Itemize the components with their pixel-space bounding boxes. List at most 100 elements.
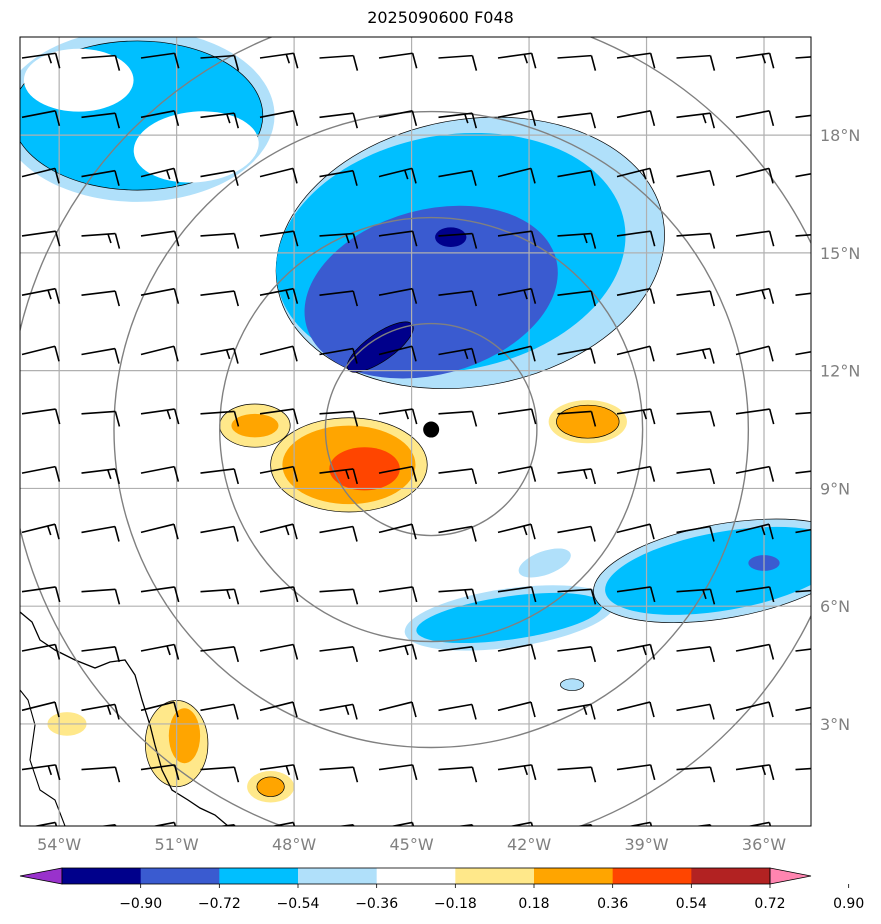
wind-barb-27 <box>795 114 811 119</box>
wind-barb-24 <box>616 110 656 127</box>
wind-barb-175 <box>438 766 478 783</box>
wind-barb-33 <box>319 169 358 186</box>
wind-barb-13 <box>795 56 811 59</box>
wind-barb-147 <box>438 646 478 663</box>
wind-barb-104 <box>378 465 418 482</box>
wind-barb-31 <box>200 169 239 186</box>
wind-barb-96 <box>735 408 775 425</box>
wind-barb-164 <box>616 701 655 718</box>
wind-barb-43 <box>81 232 121 249</box>
colorbar-segment <box>219 868 299 884</box>
wind-barb-56 <box>21 287 61 304</box>
wind-barb-0 <box>21 52 61 69</box>
wind-barb-120 <box>497 523 536 540</box>
wind-barb-39 <box>676 169 715 186</box>
wind-barb-36 <box>497 167 536 184</box>
colorbar-label: 0.18 <box>518 896 549 912</box>
wind-barb-109 <box>676 468 716 485</box>
wind-barb-125 <box>795 528 811 534</box>
colorbar-label: −0.90 <box>119 896 162 912</box>
lon-tick-label: 51°W <box>155 835 199 854</box>
wind-barb-156 <box>140 701 179 718</box>
colorbar-label: 0.72 <box>754 896 785 912</box>
wind-barb-119 <box>438 525 477 542</box>
anomaly-contour-8 <box>23 48 134 112</box>
anomaly-contour-19 <box>605 526 811 615</box>
wind-barb-83 <box>795 350 811 356</box>
wind-barb-51 <box>557 232 597 249</box>
wind-barb-111 <box>795 470 811 474</box>
wind-barb-136 <box>616 586 656 603</box>
axis-tick-labels: 54°W 51°W 48°W 45°W 42°W 39°W 36°W 3°N 6°N 9°N 12°… <box>37 126 860 854</box>
anomaly-contour-2 <box>304 205 558 379</box>
colorbar-label: −0.72 <box>198 896 241 912</box>
wind-barb-95 <box>676 410 716 427</box>
range-rings <box>20 37 811 826</box>
anomaly-contour-4 <box>435 227 467 248</box>
wind-barb-124 <box>735 523 774 540</box>
wind-barb-9 <box>557 54 597 71</box>
wind-barb-32 <box>259 167 298 184</box>
wind-barb-167 <box>795 706 811 712</box>
coastline-layer <box>20 611 229 826</box>
wind-barb-89 <box>319 410 359 427</box>
lat-tick-label: 12°N <box>820 362 860 381</box>
wind-barb-152 <box>735 643 775 660</box>
wind-barb-163 <box>557 703 596 720</box>
wind-barb-195 <box>796 825 834 840</box>
wind-barb-77 <box>438 347 477 364</box>
wind-barb-86 <box>140 408 180 425</box>
wind-barb-47 <box>319 232 359 249</box>
wind-barb-179 <box>676 766 716 783</box>
wind-barb-151 <box>676 646 716 663</box>
wind-barb-168 <box>21 764 61 781</box>
wind-barb-1 <box>81 54 121 71</box>
wind-barb-57 <box>81 290 121 307</box>
wind-barb-88 <box>259 408 299 425</box>
wind-barb-105 <box>438 468 478 485</box>
wind-barb-53 <box>676 232 716 249</box>
wind-barb-67 <box>676 290 716 307</box>
colorbar-under-arrow <box>19 867 63 885</box>
wind-barb-143 <box>200 646 240 663</box>
wind-barb-74 <box>259 345 298 362</box>
wind-barb-4 <box>259 52 299 69</box>
anomaly-contour-15 <box>556 404 620 439</box>
wind-barb-158 <box>259 701 298 718</box>
wind-barb-41 <box>795 173 811 178</box>
wind-barb-6 <box>378 52 418 69</box>
range-ring-2 <box>113 110 750 749</box>
wind-barb-65 <box>557 290 597 307</box>
colorbar-label: 0.90 <box>833 896 864 912</box>
wind-barb-20 <box>378 110 418 127</box>
wind-barb-170 <box>140 764 180 781</box>
wind-barb-148 <box>497 643 537 660</box>
wind-barb-30 <box>140 167 179 184</box>
lat-tick-label: 6°N <box>820 597 850 616</box>
wind-barb-50 <box>497 230 537 247</box>
coastline-south-america <box>20 611 229 826</box>
wind-barb-61 <box>319 290 359 307</box>
wind-barb-82 <box>735 345 774 362</box>
wind-barb-18 <box>259 110 299 127</box>
wind-barb-23 <box>557 112 597 129</box>
wind-barb-154 <box>21 701 60 718</box>
wind-barb-110 <box>735 465 775 482</box>
lon-tick-label: 45°W <box>389 835 433 854</box>
wind-barb-8 <box>497 52 537 69</box>
wind-barb-78 <box>497 345 536 362</box>
wind-barb-15 <box>81 112 121 129</box>
wind-barb-118 <box>378 523 417 540</box>
wind-barb-62 <box>378 287 418 304</box>
wind-barb-107 <box>557 468 597 485</box>
wind-barb-52 <box>616 230 656 247</box>
wind-barb-106 <box>497 465 537 482</box>
wind-barb-127 <box>81 588 121 605</box>
anomaly-contour-22 <box>168 708 201 764</box>
wind-barb-138 <box>735 586 775 603</box>
wind-barb-180 <box>735 764 775 781</box>
wind-barb-48 <box>378 230 418 247</box>
colorbar: −0.90 −0.72 −0.54 −0.36 −0.18 0.18 0.36 0.54 0.7… <box>19 867 864 912</box>
wind-barb-14 <box>21 110 61 127</box>
wind-barb-176 <box>497 764 537 781</box>
